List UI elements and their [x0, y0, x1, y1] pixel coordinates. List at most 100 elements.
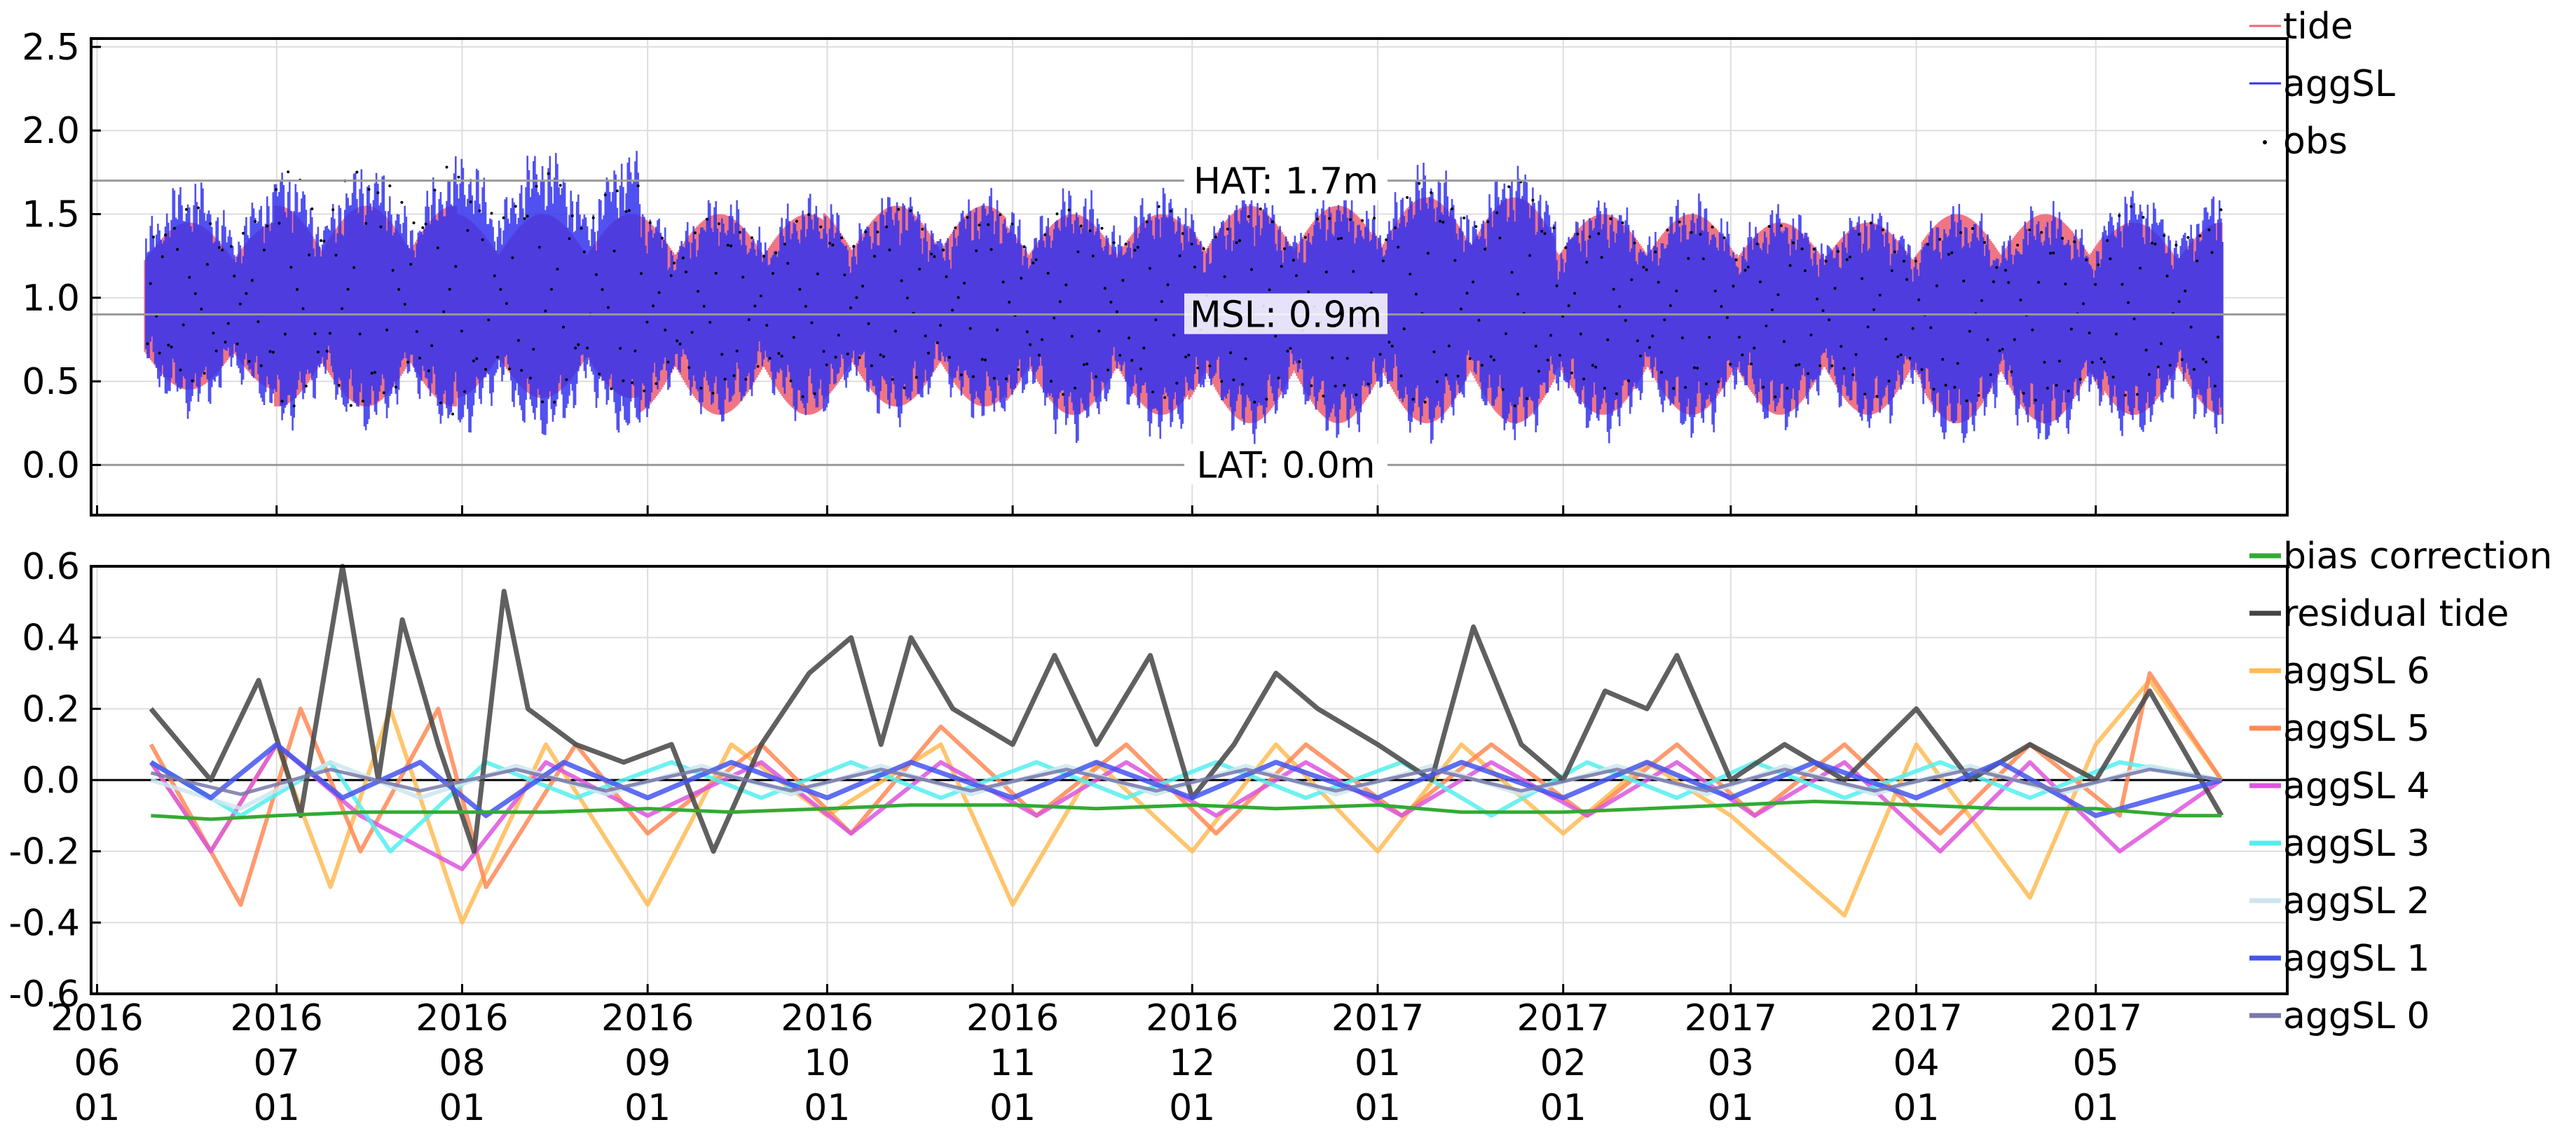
series-line-aggSL-0 [150, 767, 2222, 796]
obs-point [1872, 308, 1876, 311]
obs-point [484, 368, 487, 371]
obs-point [2132, 317, 2136, 320]
obs-point [1645, 268, 1648, 271]
obs-point [1381, 259, 1385, 263]
obs-point [2052, 251, 2055, 254]
obs-point [2099, 357, 2103, 360]
obs-point [816, 272, 819, 275]
obs-point [2198, 234, 2202, 238]
obs-point [514, 205, 517, 208]
obs-point [2064, 282, 2067, 286]
obs-point [1451, 207, 1454, 210]
obs-point [1025, 330, 1029, 334]
obs-point [1917, 298, 1921, 301]
x-tick-label: 01 [1355, 1042, 1401, 1084]
obs-point [666, 360, 670, 364]
obs-point [568, 237, 571, 240]
obs-point [643, 389, 646, 392]
obs-point [751, 236, 753, 240]
obs-point [1223, 275, 1226, 278]
x-tick-label: 2017 [2050, 997, 2142, 1039]
obs-point [933, 255, 936, 259]
obs-point [1570, 371, 1573, 375]
obs-point [230, 245, 233, 248]
obs-point [1537, 369, 1540, 373]
obs-point [1962, 279, 1966, 282]
obs-point [2213, 384, 2217, 388]
obs-point [843, 273, 847, 277]
obs-point [1591, 364, 1594, 367]
obs-point [238, 302, 242, 306]
obs-point [556, 268, 559, 271]
obs-point [1148, 267, 1151, 270]
obs-point [1050, 380, 1053, 383]
reference-label-bg [1184, 444, 1388, 485]
obs-point [445, 165, 448, 169]
obs-point [1390, 344, 1394, 348]
obs-point [549, 287, 553, 291]
obs-point [951, 308, 954, 312]
obs-series [146, 165, 2223, 416]
obs-point [1746, 266, 1750, 269]
obs-point [664, 328, 667, 332]
obs-point [1929, 326, 1933, 329]
obs-point [1032, 261, 1035, 265]
obs-point [2028, 228, 2032, 232]
obs-point [1166, 283, 1170, 287]
obs-point [287, 170, 290, 174]
obs-point [1310, 384, 1313, 388]
obs-point [914, 376, 918, 379]
obs-point [2195, 259, 2199, 263]
obs-point [840, 236, 844, 240]
y-tick-label: -0.2 [9, 831, 80, 873]
obs-point [1247, 215, 1250, 218]
y-tick-label: 1.0 [22, 278, 80, 320]
obs-point [1779, 224, 1783, 227]
obs-point [1654, 250, 1657, 254]
obs-point [2037, 280, 2040, 284]
obs-point [2127, 301, 2130, 304]
obs-point [266, 224, 269, 228]
obs-point [1426, 252, 1430, 255]
obs-point [1564, 246, 1568, 250]
x-tick-label: 2016 [231, 997, 323, 1039]
obs-point [1863, 392, 1867, 396]
obs-point [1355, 393, 1358, 397]
obs-point [603, 193, 607, 197]
obs-point [1462, 217, 1466, 219]
legend-label: bias correction [2283, 535, 2552, 578]
obs-point [711, 392, 715, 395]
obs-point [2163, 234, 2166, 237]
obs-point [747, 318, 751, 321]
obs-point [1238, 239, 1241, 242]
obs-point [1366, 383, 1370, 386]
obs-point [1465, 292, 1469, 295]
obs-point [1085, 362, 1089, 366]
obs-point [1492, 358, 1495, 362]
y-tick-label: -0.6 [9, 973, 80, 1016]
obs-point [1998, 349, 2001, 353]
obs-point [149, 282, 152, 285]
obs-point [959, 373, 963, 376]
obs-point [185, 207, 188, 211]
obs-point [1935, 284, 1938, 287]
obs-point [1001, 280, 1005, 284]
obs-point [705, 217, 708, 221]
obs-point [2055, 383, 2058, 387]
obs-point [1477, 319, 1481, 322]
obs-point [789, 379, 793, 383]
obs-point [358, 332, 362, 336]
obs-point [1214, 235, 1217, 239]
obs-point [1076, 250, 1080, 254]
obs-point [595, 273, 598, 276]
obs-point [247, 360, 251, 363]
obs-point [152, 235, 155, 239]
obs-point [601, 288, 604, 292]
obs-point [1543, 232, 1547, 235]
y-tick-label: 0.5 [22, 361, 80, 403]
obs-point [598, 372, 601, 376]
obs-point [693, 231, 697, 235]
obs-point [2031, 328, 2034, 332]
obs-point [1755, 242, 1759, 245]
obs-point [1833, 287, 1837, 290]
